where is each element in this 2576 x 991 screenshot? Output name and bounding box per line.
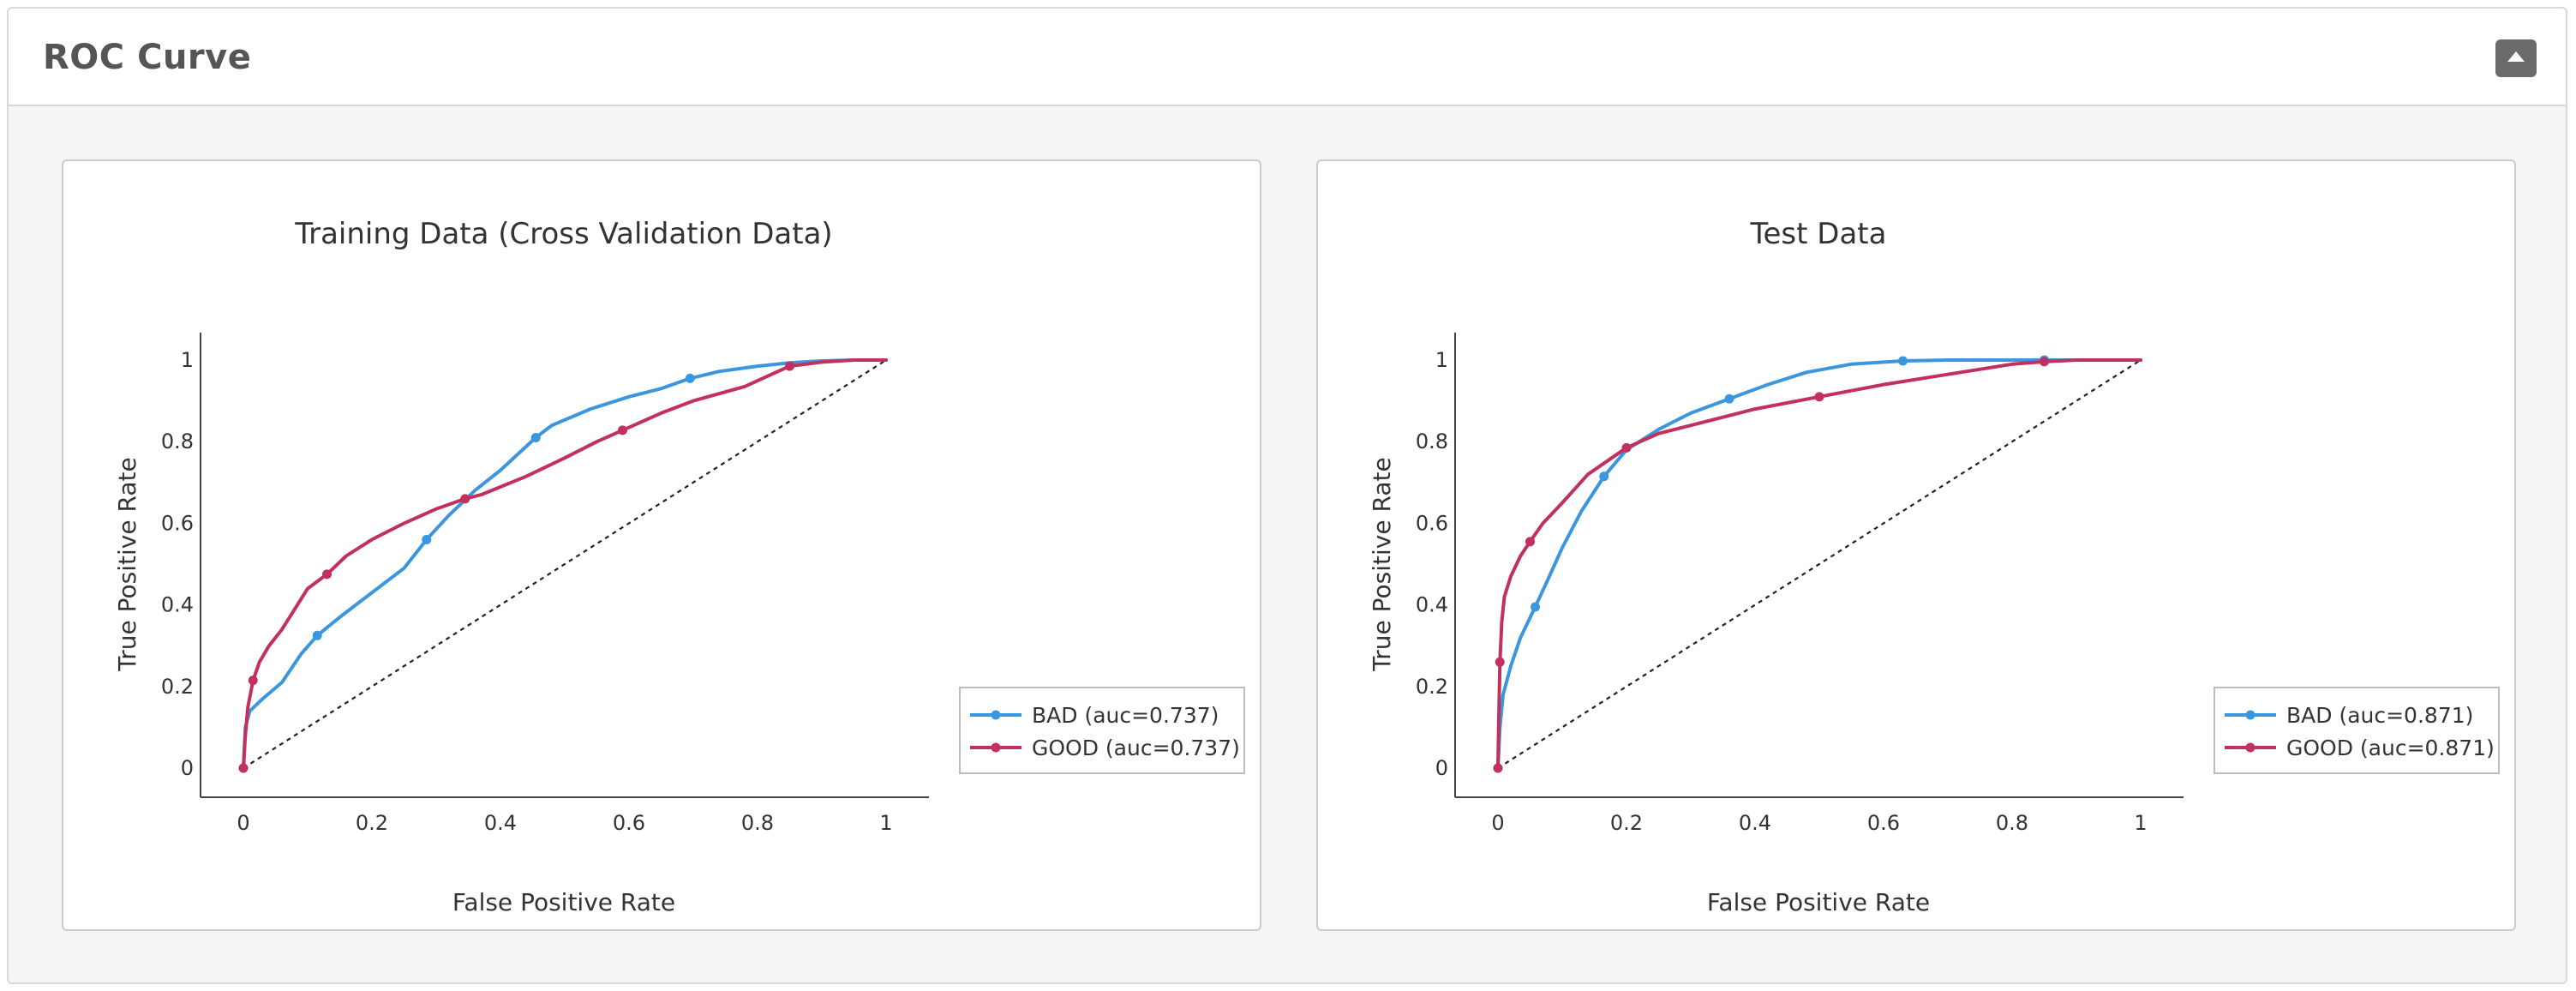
panel-title: ROC Curve (43, 38, 252, 77)
training-chart-card: Training Data (Cross Validation Data) 0 0.… (62, 159, 1261, 931)
series-point-0 (312, 630, 322, 640)
legend-label: BAD (auc=0.871) (2286, 703, 2473, 728)
series-line-0 (242, 358, 888, 770)
x-tick-label: 0 (1491, 811, 1504, 835)
x-tick-label: 0.6 (613, 811, 645, 835)
x-tick-label: 0.2 (1610, 811, 1643, 835)
series-point-1 (248, 676, 258, 686)
x-tick-label: 1 (879, 811, 892, 835)
legend-swatch-dot (991, 710, 1001, 720)
y-tick-label: 0 (181, 756, 194, 780)
series-point-0 (530, 432, 541, 442)
test-chart-card: Test Data 0 0.2 0.4 0.6 0.8 1 0 0.2 0.4 0.6 0.8 1 Fal… (1316, 159, 2516, 931)
series-point-1 (322, 569, 332, 580)
y-axis-label: True Positive Rate (113, 457, 141, 671)
y-tick-label: 0.2 (1416, 675, 1448, 699)
y-tick-label: 1 (181, 348, 194, 372)
chart-title: Test Data (1750, 217, 1887, 251)
x-axis-label: False Positive Rate (452, 888, 675, 916)
series-point-1 (1525, 537, 1535, 547)
legend-swatch-dot (2245, 742, 2255, 753)
y-tick-label: 1 (1435, 348, 1448, 372)
x-tick-label: 0.4 (1739, 811, 1771, 835)
series-point-1 (238, 763, 249, 773)
series-point-0 (685, 373, 695, 383)
series-point-1 (2040, 357, 2049, 367)
series-point-0 (1531, 602, 1540, 612)
series-line-1 (242, 358, 888, 770)
diagonal-reference-line (243, 359, 887, 769)
x-axis-label: False Positive Rate (1707, 888, 1930, 916)
series-point-1 (1493, 763, 1503, 773)
series-point-0 (1599, 471, 1609, 482)
series-line-1 (1496, 358, 2142, 770)
legend-swatch-dot (2245, 710, 2255, 720)
series-point-1 (785, 361, 794, 371)
x-tick-label: 1 (2134, 811, 2147, 835)
chart-title: Training Data (Cross Validation Data) (294, 217, 832, 251)
series-point-0 (1898, 356, 1908, 366)
y-tick-label: 0.6 (161, 511, 194, 535)
series-point-1 (618, 425, 627, 435)
x-tick-label: 0 (237, 811, 249, 835)
legend-label: GOOD (auc=0.737) (1032, 736, 1240, 760)
y-tick-label: 0.6 (1416, 511, 1448, 535)
series-point-1 (1621, 442, 1632, 453)
test-roc-chart: Test Data 0 0.2 0.4 0.6 0.8 1 0 0.2 0.4 0.6 0.8 1 Fal… (1368, 217, 2500, 916)
collapse-button[interactable] (2495, 39, 2537, 77)
roc-curve-panel: ROC Curve Training Data (Cross Validatio… (7, 7, 2567, 984)
series-point-1 (460, 494, 470, 504)
y-tick-label: 0 (1435, 756, 1448, 780)
legend-label: GOOD (auc=0.871) (2286, 736, 2495, 760)
legend-box (959, 687, 1245, 774)
series-point-1 (1495, 657, 1505, 667)
training-roc-chart: Training Data (Cross Validation Data) 0 0.… (113, 217, 1245, 916)
y-tick-label: 0.4 (161, 593, 194, 617)
diagonal-reference-line (1497, 359, 2142, 769)
x-tick-label: 0.2 (356, 811, 388, 835)
y-axis-label: True Positive Rate (1368, 457, 1396, 671)
series-point-0 (422, 534, 432, 544)
legend-box (2214, 687, 2500, 774)
legend-label: BAD (auc=0.737) (1032, 703, 1219, 728)
legend-swatch-dot (991, 742, 1001, 753)
y-tick-label: 0.4 (1416, 593, 1448, 617)
x-tick-label: 0.6 (1867, 811, 1900, 835)
series-point-0 (1724, 393, 1734, 404)
series-point-1 (1814, 392, 1824, 402)
x-tick-label: 0.4 (484, 811, 517, 835)
y-tick-label: 0.2 (161, 675, 194, 699)
caret-up-icon (2507, 51, 2525, 62)
y-tick-label: 0.8 (161, 429, 194, 453)
x-tick-label: 0.8 (1996, 811, 2028, 835)
x-tick-label: 0.8 (741, 811, 774, 835)
y-tick-label: 0.8 (1416, 429, 1448, 453)
panel-header: ROC Curve (9, 9, 2566, 106)
